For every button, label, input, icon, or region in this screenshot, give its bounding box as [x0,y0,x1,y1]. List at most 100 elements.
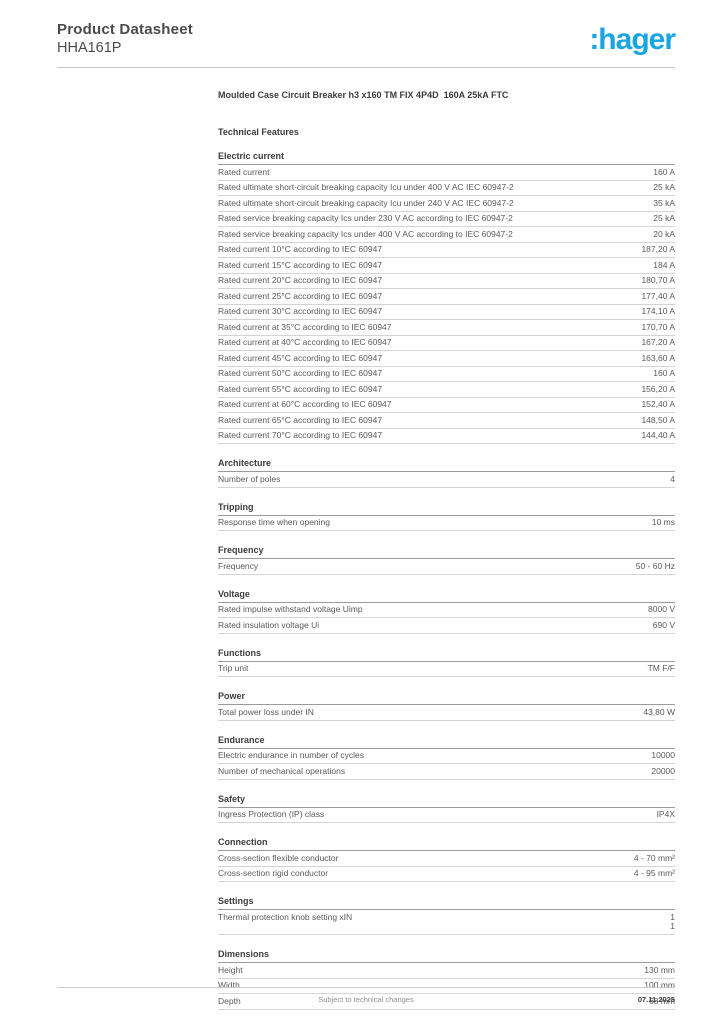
spec-row: Rated current at 40°C according to IEC 6… [218,336,675,351]
spec-label: Rated current 15°C according to IEC 6094… [218,259,383,270]
content-area: Moulded Case Circuit Breaker h3 x160 TM … [218,90,675,1010]
spec-row: Thermal protection knob setting xIN 1 1 [218,910,675,935]
spec-label: Rated service breaking capacity Ics unde… [218,213,513,223]
spec-label: Cross-section flexible conductor [218,852,339,863]
spec-value: 25 kA [653,213,675,223]
section-rows: Cross-section flexible conductor 4 - 70 … [218,851,675,882]
section-rows: Ingress Protection (IP) class IP4X [218,808,675,823]
spec-label: Rated current 55°C according to IEC 6094… [218,383,383,394]
spec-value: 100 mm [644,980,675,990]
spec-value: 4 - 95 mm² [633,868,675,878]
spec-row: Rated current 45°C according to IEC 6094… [218,351,675,367]
spec-value: 20 kA [653,228,675,239]
section-title: Frequency [218,545,675,559]
spec-label: Width [218,980,240,990]
spec-label: Rated current at 40°C according to IEC 6… [218,337,392,347]
spec-value: 50 - 60 Hz [635,560,675,571]
section-title: Tripping [218,502,675,516]
spec-value: 4 - 70 mm² [633,852,675,863]
spec-row: Electric endurance in number of cycles 1… [218,749,675,764]
spec-row: Total power loss under IN 43,80 W [218,705,675,721]
spec-section: Electric current Rated current 160 A Rat… [218,151,675,444]
spec-section: Endurance Electric endurance in number o… [218,735,675,780]
section-title: Functions [218,648,675,662]
spec-value: 1 1 [670,911,675,931]
spec-row: Rated current 10°C according to IEC 6094… [218,243,675,258]
spec-label: Rated current 20°C according to IEC 6094… [218,275,383,285]
section-rows: Rated impulse withstand voltage Uimp 800… [218,603,675,634]
page-footer: Subject to technical changes 07.11.2025 [57,987,675,1004]
spec-value: 20000 [651,765,675,776]
spec-row: Depth 68 mm [218,994,675,1010]
spec-label: Rated current at 60°C according to IEC 6… [218,399,392,409]
spec-label: Trip unit [218,663,249,673]
spec-row: Width 100 mm [218,979,675,994]
spec-value: 163,60 A [641,352,675,363]
spec-value: 167,20 A [641,337,675,347]
spec-label: Rated current 70°C according to IEC 6094… [218,430,383,440]
spec-section: Frequency Frequency 50 - 60 Hz [218,545,675,575]
section-title: Settings [218,896,675,910]
document-title: Product Datasheet [57,21,193,38]
spec-row: Rated ultimate short-circuit breaking ca… [218,196,675,212]
spec-label: Rated impulse withstand voltage Uimp [218,604,363,614]
spec-label: Rated ultimate short-circuit breaking ca… [218,197,514,208]
spec-label: Cross-section rigid conductor [218,868,329,878]
spec-section: Tripping Response time when opening 10 m… [218,502,675,531]
spec-label: Total power loss under IN [218,706,314,717]
footer-note: Subject to technical changes [318,995,414,1004]
spec-value: 8000 V [648,604,675,614]
spec-row: Height 130 mm [218,963,675,979]
spec-value: 160 A [653,368,675,378]
spec-section: Settings Thermal protection knob setting… [218,896,675,935]
section-rows: Number of poles 4 [218,472,675,488]
spec-section: Architecture Number of poles 4 [218,458,675,488]
spec-row: Ingress Protection (IP) class IP4X [218,808,675,823]
spec-value: 187,20 A [641,244,675,254]
spec-row: Rated current 160 A [218,165,675,181]
spec-section: Power Total power loss under IN 43,80 W [218,691,675,721]
spec-section: Dimensions Height 130 mm Width 100 mm De… [218,949,675,1010]
spec-label: Rated service breaking capacity Ics unde… [218,228,513,239]
header-divider [57,67,675,68]
spec-label: Number of poles [218,473,281,484]
section-rows: Response time when opening 10 ms [218,516,675,531]
spec-label: Rated current 50°C according to IEC 6094… [218,368,383,378]
spec-section: Voltage Rated impulse withstand voltage … [218,589,675,634]
spec-row: Cross-section rigid conductor 4 - 95 mm² [218,867,675,882]
spec-section: Functions Trip unit TM F/F [218,648,675,677]
footer-date: 07.11.2025 [637,995,675,1004]
spec-label: Rated current 10°C according to IEC 6094… [218,244,383,254]
section-title: Electric current [218,151,675,165]
spec-label: Depth [218,995,241,1006]
spec-value: 43,80 W [643,706,675,717]
section-title: Architecture [218,458,675,472]
spec-row: Rated service breaking capacity Ics unde… [218,212,675,227]
section-rows: Frequency 50 - 60 Hz [218,559,675,575]
spec-row: Number of poles 4 [218,472,675,488]
spec-label: Rated insulation voltage Ui [218,619,320,630]
spec-row: Rated current 65°C according to IEC 6094… [218,413,675,429]
spec-row: Rated current 55°C according to IEC 6094… [218,382,675,398]
section-rows: Electric endurance in number of cycles 1… [218,749,675,780]
spec-row: Cross-section flexible conductor 4 - 70 … [218,851,675,867]
spec-row: Rated service breaking capacity Ics unde… [218,227,675,243]
spec-value: 130 mm [644,964,675,975]
spec-label: Rated ultimate short-circuit breaking ca… [218,182,514,192]
spec-value: 160 A [653,166,675,177]
spec-value: TM F/F [647,663,675,673]
section-title: Dimensions [218,949,675,963]
spec-row: Rated current 20°C according to IEC 6094… [218,274,675,289]
section-rows: Thermal protection knob setting xIN 1 1 [218,910,675,935]
spec-row: Rated current 25°C according to IEC 6094… [218,289,675,305]
spec-row: Rated impulse withstand voltage Uimp 800… [218,603,675,618]
spec-label: Response time when opening [218,517,330,527]
spec-row: Rated current 15°C according to IEC 6094… [218,258,675,274]
spec-value: IP4X [656,809,675,819]
spec-row: Response time when opening 10 ms [218,516,675,531]
spec-label: Thermal protection knob setting xIN [218,911,353,922]
spec-value: 35 kA [653,197,675,208]
spec-value: 690 V [652,619,675,630]
spec-label: Rated current 30°C according to IEC 6094… [218,306,383,316]
